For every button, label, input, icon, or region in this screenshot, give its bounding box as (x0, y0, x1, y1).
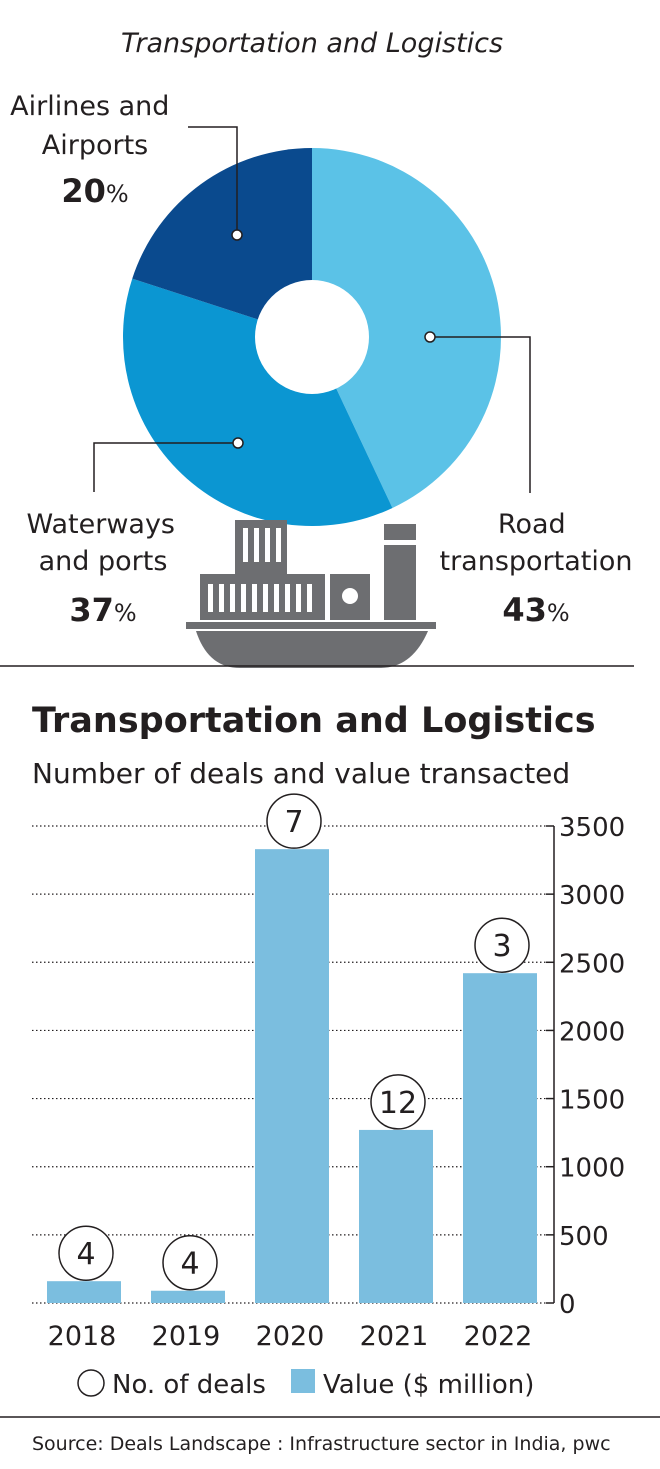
legend-deals-label: No. of deals (112, 1370, 266, 1400)
x-tick-label: 2018 (48, 1321, 117, 1352)
donut-slices (123, 148, 501, 526)
ship-icon (186, 520, 436, 668)
bar-2020 (255, 849, 329, 1303)
legend: No. of deals Value ($ million) (77, 1369, 534, 1400)
deal-marker-2018 (58, 1225, 114, 1281)
y-axis: 0 500 1000 1500 2000 2500 3000 3500 (546, 813, 625, 1320)
leader-dot-airlines (231, 229, 243, 241)
y-tick-label: 500 (559, 1222, 609, 1252)
leader-line-airlines (188, 126, 238, 235)
leader-dots (231, 229, 436, 449)
slice-waterways (123, 278, 393, 526)
slice-label-road: Road transportation (439, 509, 632, 577)
bar-2021 (359, 1129, 433, 1303)
donut-hole (255, 280, 369, 394)
bar-chart-title: Transportation and Logistics (32, 701, 596, 741)
bars (47, 849, 537, 1303)
slice-airlines (132, 148, 312, 337)
bar-2018 (47, 1281, 121, 1303)
leader-dot-waterways (232, 437, 244, 449)
leader-line-waterways (93, 442, 238, 492)
bar-chart-subtitle: Number of deals and value transacted (32, 757, 570, 790)
leader-lines (93, 126, 531, 493)
leader-line-road (430, 336, 531, 493)
y-tick-label: 1000 (559, 1154, 625, 1184)
legend-value-swatch (291, 1369, 315, 1393)
x-tick-label: 2020 (256, 1321, 325, 1352)
y-tick-label: 3000 (559, 881, 625, 911)
grid-lines (32, 825, 546, 1304)
deal-count-label: 4 (76, 1237, 95, 1272)
y-tick-label: 2000 (559, 1017, 625, 1047)
legend-value-label: Value ($ million) (323, 1370, 534, 1400)
deal-marker-2020 (266, 793, 322, 849)
deal-markers: 4 4 7 12 3 (58, 793, 530, 1291)
y-tick-label: 3500 (559, 813, 625, 843)
deal-marker-2019 (162, 1234, 218, 1291)
x-axis-labels: 2018 2019 2020 2021 2022 (48, 1321, 533, 1352)
x-tick-label: 2022 (464, 1321, 533, 1352)
y-tick-label: 2500 (559, 949, 625, 979)
donut-chart: Transportation and Logistics Airlines an… (10, 28, 633, 668)
deal-marker-2021 (370, 1074, 426, 1130)
slice-pct-road: 43% (502, 591, 569, 629)
donut-title: Transportation and Logistics (121, 28, 503, 59)
bar-2022 (463, 973, 537, 1303)
leader-dot-road (424, 331, 436, 343)
x-tick-label: 2021 (360, 1321, 429, 1352)
legend-deals-icon (77, 1369, 105, 1397)
x-tick-label: 2019 (152, 1321, 221, 1352)
y-tick-label: 0 (559, 1290, 576, 1320)
deal-count-label: 12 (379, 1086, 417, 1121)
y-tick-label: 1500 (559, 1086, 625, 1116)
deal-count-label: 4 (180, 1247, 199, 1282)
source-note: Source: Deals Landscape : Infrastructure… (32, 1433, 611, 1455)
slice-label-airlines: Airlines and Airports (10, 91, 174, 161)
slice-road (312, 148, 501, 509)
slice-pct-airlines: 20% (61, 172, 128, 210)
deal-count-label: 7 (284, 805, 303, 840)
deal-marker-2022 (474, 917, 530, 973)
slice-label-waterways: Waterways and ports (27, 509, 180, 577)
deal-count-label: 3 (492, 929, 511, 964)
slice-pct-waterways: 37% (69, 591, 136, 629)
bar-2019 (151, 1290, 225, 1303)
